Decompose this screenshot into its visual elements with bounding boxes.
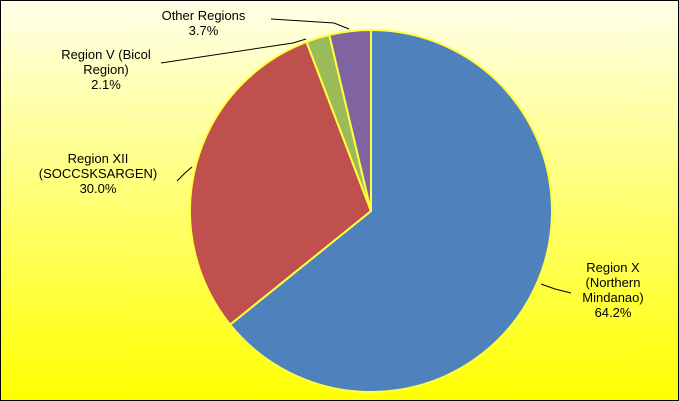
leader-line xyxy=(160,38,307,64)
value-label: 2.1% xyxy=(91,77,121,92)
pie-slice xyxy=(328,28,372,212)
category-label: Other Regions xyxy=(161,8,246,23)
leader-line xyxy=(270,18,350,30)
slice-label: Region V (Bicol Region) 2.1% xyxy=(41,47,171,92)
leader-line xyxy=(540,283,572,294)
slice-label: Region X (Northern Mindanao) 64.2% xyxy=(573,260,653,320)
pie-slice xyxy=(189,40,373,327)
category-label: Region X (Northern Mindanao) xyxy=(582,260,644,305)
leader-line xyxy=(176,166,193,182)
value-label: 64.2% xyxy=(594,305,632,320)
value-label: 30.0% xyxy=(79,181,117,196)
category-label: Region XII (SOCCSKSARGEN) xyxy=(38,151,158,181)
value-label: 3.7% xyxy=(188,23,219,38)
category-label: Region V (Bicol Region) xyxy=(61,47,151,77)
pie-slice xyxy=(228,28,553,393)
slice-label: Other Regions 3.7% xyxy=(141,8,266,38)
slice-label: Region XII (SOCCSKSARGEN) 30.0% xyxy=(23,151,173,196)
